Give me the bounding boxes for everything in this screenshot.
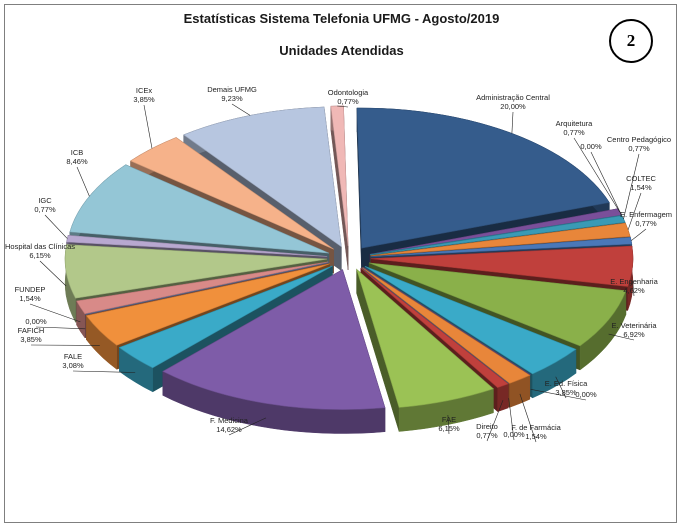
slice-label: F. de Farmácia bbox=[511, 423, 561, 432]
leader-line bbox=[29, 303, 81, 323]
leader-line bbox=[35, 326, 86, 330]
pie-labels: Administração Central20,00%Arquitetura0,… bbox=[5, 85, 672, 441]
leader-line bbox=[337, 105, 349, 108]
slice-label: ICEx bbox=[136, 86, 153, 95]
slice-value-label: 3,08% bbox=[62, 361, 84, 370]
slice-value-label: 3,85% bbox=[20, 335, 42, 344]
slice-label: FAE bbox=[442, 415, 456, 424]
pie-slice-15 bbox=[118, 265, 333, 369]
slice-value-label: 0,77% bbox=[476, 431, 498, 440]
slice-label: Odontologia bbox=[328, 88, 369, 97]
slice-value-label: 0,00% bbox=[575, 390, 597, 399]
slice-value-label: 0,77% bbox=[34, 205, 56, 214]
slice-value-label: 4,62% bbox=[623, 286, 645, 295]
slice-label: Centro Pedagógico bbox=[607, 135, 671, 144]
leader-line bbox=[39, 260, 67, 287]
leader-line bbox=[632, 280, 635, 297]
pie-slice-12 bbox=[360, 267, 509, 388]
slice-label: E. Veterinária bbox=[611, 321, 657, 330]
pie-slice-22 bbox=[129, 137, 334, 250]
pie-slice-10 bbox=[362, 267, 531, 384]
pie-slice bbox=[362, 266, 531, 376]
slice-value-label: 3,85% bbox=[555, 388, 577, 397]
pie-slice bbox=[85, 261, 329, 315]
leader-line bbox=[143, 104, 153, 149]
slice-label: E. Ed. Física bbox=[545, 379, 588, 388]
slice-value-label: 6,92% bbox=[623, 330, 645, 339]
leader-line bbox=[228, 417, 267, 436]
slice-value-label: 14,62% bbox=[216, 425, 242, 434]
slice-value-label: 0,00% bbox=[25, 317, 47, 326]
slice-value-label: 20,00% bbox=[500, 102, 526, 111]
slice-value-label: 6,15% bbox=[29, 251, 51, 260]
slice-value-label: 1,54% bbox=[19, 294, 41, 303]
pie-slice-23 bbox=[183, 106, 342, 248]
slice-value-label: 0,77% bbox=[635, 219, 657, 228]
leader-line bbox=[623, 153, 640, 220]
leader-line bbox=[627, 192, 642, 230]
slice-label: Arquitetura bbox=[556, 119, 594, 128]
slice-label: COLTEC bbox=[626, 174, 656, 183]
slice-value-label: 8,46% bbox=[66, 157, 88, 166]
pie-slice-7 bbox=[369, 262, 627, 347]
slice-value-label: 0,77% bbox=[563, 128, 585, 137]
slice-value-label: 0,77% bbox=[628, 144, 650, 153]
leader-line bbox=[573, 137, 620, 213]
leader-line bbox=[231, 103, 251, 116]
pie-leader-lines bbox=[29, 103, 647, 443]
pie-slice-0 bbox=[356, 107, 610, 249]
leader-line bbox=[511, 111, 514, 134]
slice-label: E. Enfermagem bbox=[620, 210, 672, 219]
slice-value-label: 0,77% bbox=[337, 97, 359, 106]
slice-label: Hospital das Clínicas bbox=[5, 242, 75, 251]
slice-label: F. Medicina bbox=[210, 416, 249, 425]
chart-subtitle: Unidades Atendidas bbox=[279, 43, 404, 58]
slice-value-label: 1,54% bbox=[630, 183, 652, 192]
pie-slice-8 bbox=[364, 266, 577, 375]
leader-line bbox=[508, 398, 515, 441]
pie-tops bbox=[64, 105, 634, 410]
slice-label: Administração Central bbox=[476, 93, 550, 102]
pie-slice-16 bbox=[85, 263, 330, 346]
leader-line bbox=[72, 370, 136, 373]
pie-slice-13 bbox=[356, 268, 494, 408]
slice-value-label: 9,23% bbox=[221, 94, 243, 103]
slice-label: E. Engenharia bbox=[610, 277, 658, 286]
slice-label: Demais UFMG bbox=[207, 85, 257, 94]
leader-line bbox=[447, 414, 450, 435]
slice-value-label: 1,54% bbox=[525, 432, 547, 441]
slice-label: IGC bbox=[38, 196, 52, 205]
leader-line bbox=[519, 393, 537, 443]
page-number-badge: 2 bbox=[609, 19, 653, 63]
slice-value-label: 3,85% bbox=[133, 95, 155, 104]
leader-line bbox=[631, 228, 647, 241]
pie-slice bbox=[361, 267, 510, 385]
leader-line bbox=[486, 400, 504, 442]
slice-label: Direito bbox=[476, 422, 498, 431]
pie-slice-wall bbox=[497, 383, 509, 412]
leader-line bbox=[530, 389, 587, 401]
pie-slice-19 bbox=[64, 244, 328, 299]
pie-slice-14 bbox=[162, 269, 386, 410]
slice-label: ICB bbox=[71, 148, 84, 157]
pie-slice-20 bbox=[66, 234, 328, 257]
slice-value-label: 0,00% bbox=[580, 142, 602, 151]
pie-slice-6 bbox=[370, 245, 634, 287]
chart-title: Estatísticas Sistema Telefonia UFMG - Ag… bbox=[183, 11, 500, 26]
slice-label: FALE bbox=[64, 352, 82, 361]
pie-slice-18 bbox=[76, 261, 329, 315]
leader-line bbox=[590, 151, 622, 216]
leader-line bbox=[44, 214, 68, 239]
pie-slice-24 bbox=[330, 105, 349, 246]
slice-value-label: 0,00% bbox=[503, 430, 525, 439]
leader-line bbox=[608, 333, 635, 341]
leader-line bbox=[555, 376, 567, 399]
pie-slice-21 bbox=[69, 164, 330, 254]
slice-label: FUNDEP bbox=[15, 285, 46, 294]
slice-value-label: 6,15% bbox=[438, 424, 460, 433]
slice-label: FAFICH bbox=[18, 326, 45, 335]
leader-line bbox=[76, 166, 90, 197]
